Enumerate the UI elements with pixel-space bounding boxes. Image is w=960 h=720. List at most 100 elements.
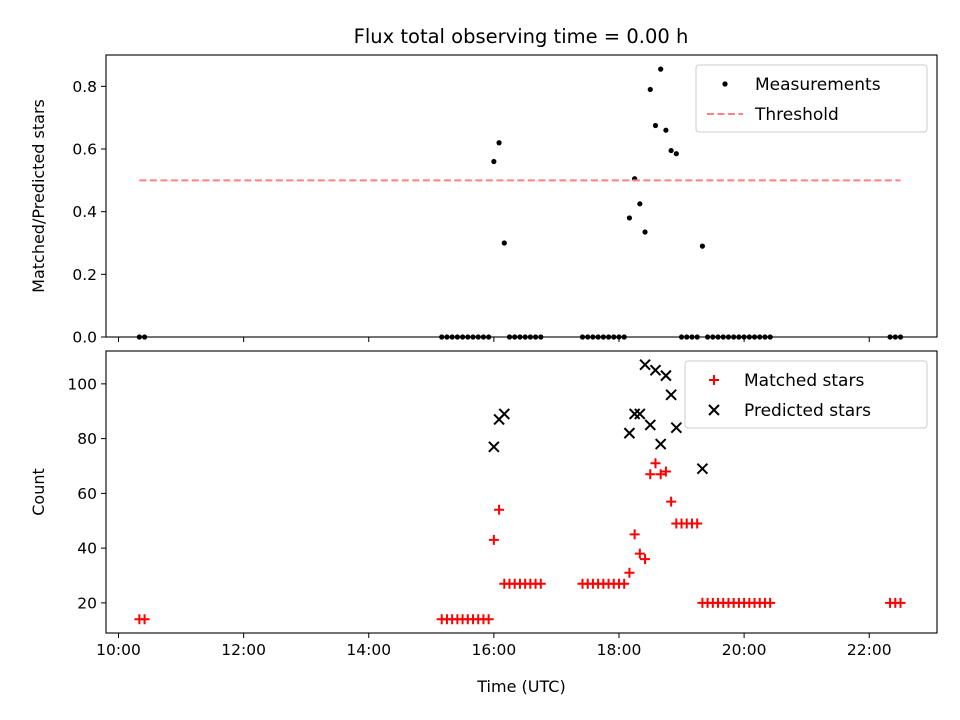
data-point (892, 334, 898, 340)
legend-marker (722, 81, 728, 87)
data-point (765, 597, 776, 608)
data-point (491, 158, 497, 165)
legend-item: Matched stars (709, 371, 864, 391)
y-tick-label: 0.4 (72, 203, 97, 221)
data-point (725, 334, 732, 340)
y-tick-label: 40 (77, 540, 97, 558)
data-point (579, 334, 586, 340)
data-point (715, 334, 721, 340)
x-tick-label: 18:00 (597, 641, 642, 659)
data-point (136, 334, 142, 340)
data-point (494, 504, 505, 515)
data-point (751, 334, 758, 340)
data-point (736, 334, 742, 340)
x-tick-label: 20:00 (722, 641, 767, 659)
y-tick-label: 0.8 (72, 78, 97, 96)
y-tick-label: 100 (67, 375, 97, 393)
data-point (488, 441, 500, 453)
x-tick-label: 14:00 (346, 641, 391, 659)
data-point (626, 215, 633, 221)
data-point (652, 122, 659, 129)
y-tick-label: 20 (77, 594, 97, 612)
legend-label: Matched stars (744, 371, 864, 391)
legend-box (684, 360, 928, 429)
series-measurements (136, 66, 904, 340)
legend-marker (708, 404, 720, 416)
data-point (746, 334, 752, 340)
data-point (663, 127, 669, 133)
data-point (517, 334, 523, 340)
data-point (639, 358, 651, 371)
data-point (488, 534, 499, 545)
data-point (619, 578, 630, 589)
data-point (670, 421, 683, 434)
y-tick-label: 80 (77, 430, 97, 448)
axes-frame (105, 350, 938, 634)
legend-label: Predicted stars (744, 401, 871, 421)
data-point (454, 334, 460, 340)
data-point (660, 466, 671, 477)
data-point (439, 334, 445, 340)
data-point (486, 334, 492, 340)
bottom-panel: 20 40 60 80 100 10:00 12:00 14:00 16:00 18:00 20:0… (29, 350, 938, 696)
data-point (470, 334, 476, 340)
top-panel: 0.0 0.2 0.4 0.6 0.8 Matched/Predicted stars Me… (29, 54, 938, 347)
x-tick-label: 16:00 (472, 641, 517, 659)
legend-label: Threshold (754, 105, 839, 125)
y-tick-label: 0.2 (72, 266, 97, 284)
legend-marker (709, 375, 719, 385)
data-point (522, 334, 528, 340)
data-point (895, 597, 906, 608)
x-tick-label: 12:00 (221, 641, 266, 659)
data-point (699, 243, 706, 249)
data-point (139, 614, 150, 625)
legend: Measurements Threshold (695, 64, 928, 133)
data-point (532, 334, 539, 340)
data-point (634, 408, 646, 420)
data-point (757, 334, 763, 340)
data-point (506, 334, 513, 340)
data-point (512, 334, 518, 340)
legend-item: Predicted stars (708, 401, 871, 421)
data-point (634, 548, 645, 559)
data-point (762, 334, 768, 340)
data-point (459, 334, 466, 340)
data-point (629, 529, 640, 540)
data-point (689, 334, 695, 340)
y-tick-label: 0.0 (72, 329, 97, 347)
data-point (465, 334, 471, 340)
data-point (637, 201, 643, 207)
data-point (628, 408, 641, 420)
data-point (741, 334, 747, 340)
data-point (623, 427, 636, 439)
data-point (496, 140, 502, 146)
data-point (655, 469, 666, 480)
legend-item: Measurements (722, 75, 881, 95)
data-point (480, 334, 487, 340)
data-point (731, 334, 737, 340)
data-point (616, 334, 622, 340)
data-point (605, 334, 612, 340)
data-point (600, 334, 606, 340)
data-point (692, 518, 703, 529)
data-point (660, 369, 672, 382)
legend-label: Measurements (755, 75, 881, 95)
data-point (535, 578, 546, 589)
data-point (647, 86, 653, 93)
series-predicted-stars (488, 358, 709, 475)
x-tick-label: 22:00 (847, 641, 892, 659)
legend-item: Threshold (707, 105, 839, 125)
data-point (705, 334, 711, 340)
data-point (710, 334, 716, 340)
data-point (649, 364, 662, 376)
y-axis-label: Count (29, 468, 48, 516)
data-point (673, 151, 679, 157)
data-point (527, 334, 533, 340)
data-point (696, 463, 709, 475)
data-point (538, 334, 544, 340)
x-tick-label: 10:00 (96, 641, 141, 659)
data-point (645, 469, 656, 480)
legend-box (695, 64, 928, 133)
data-point (449, 334, 455, 340)
